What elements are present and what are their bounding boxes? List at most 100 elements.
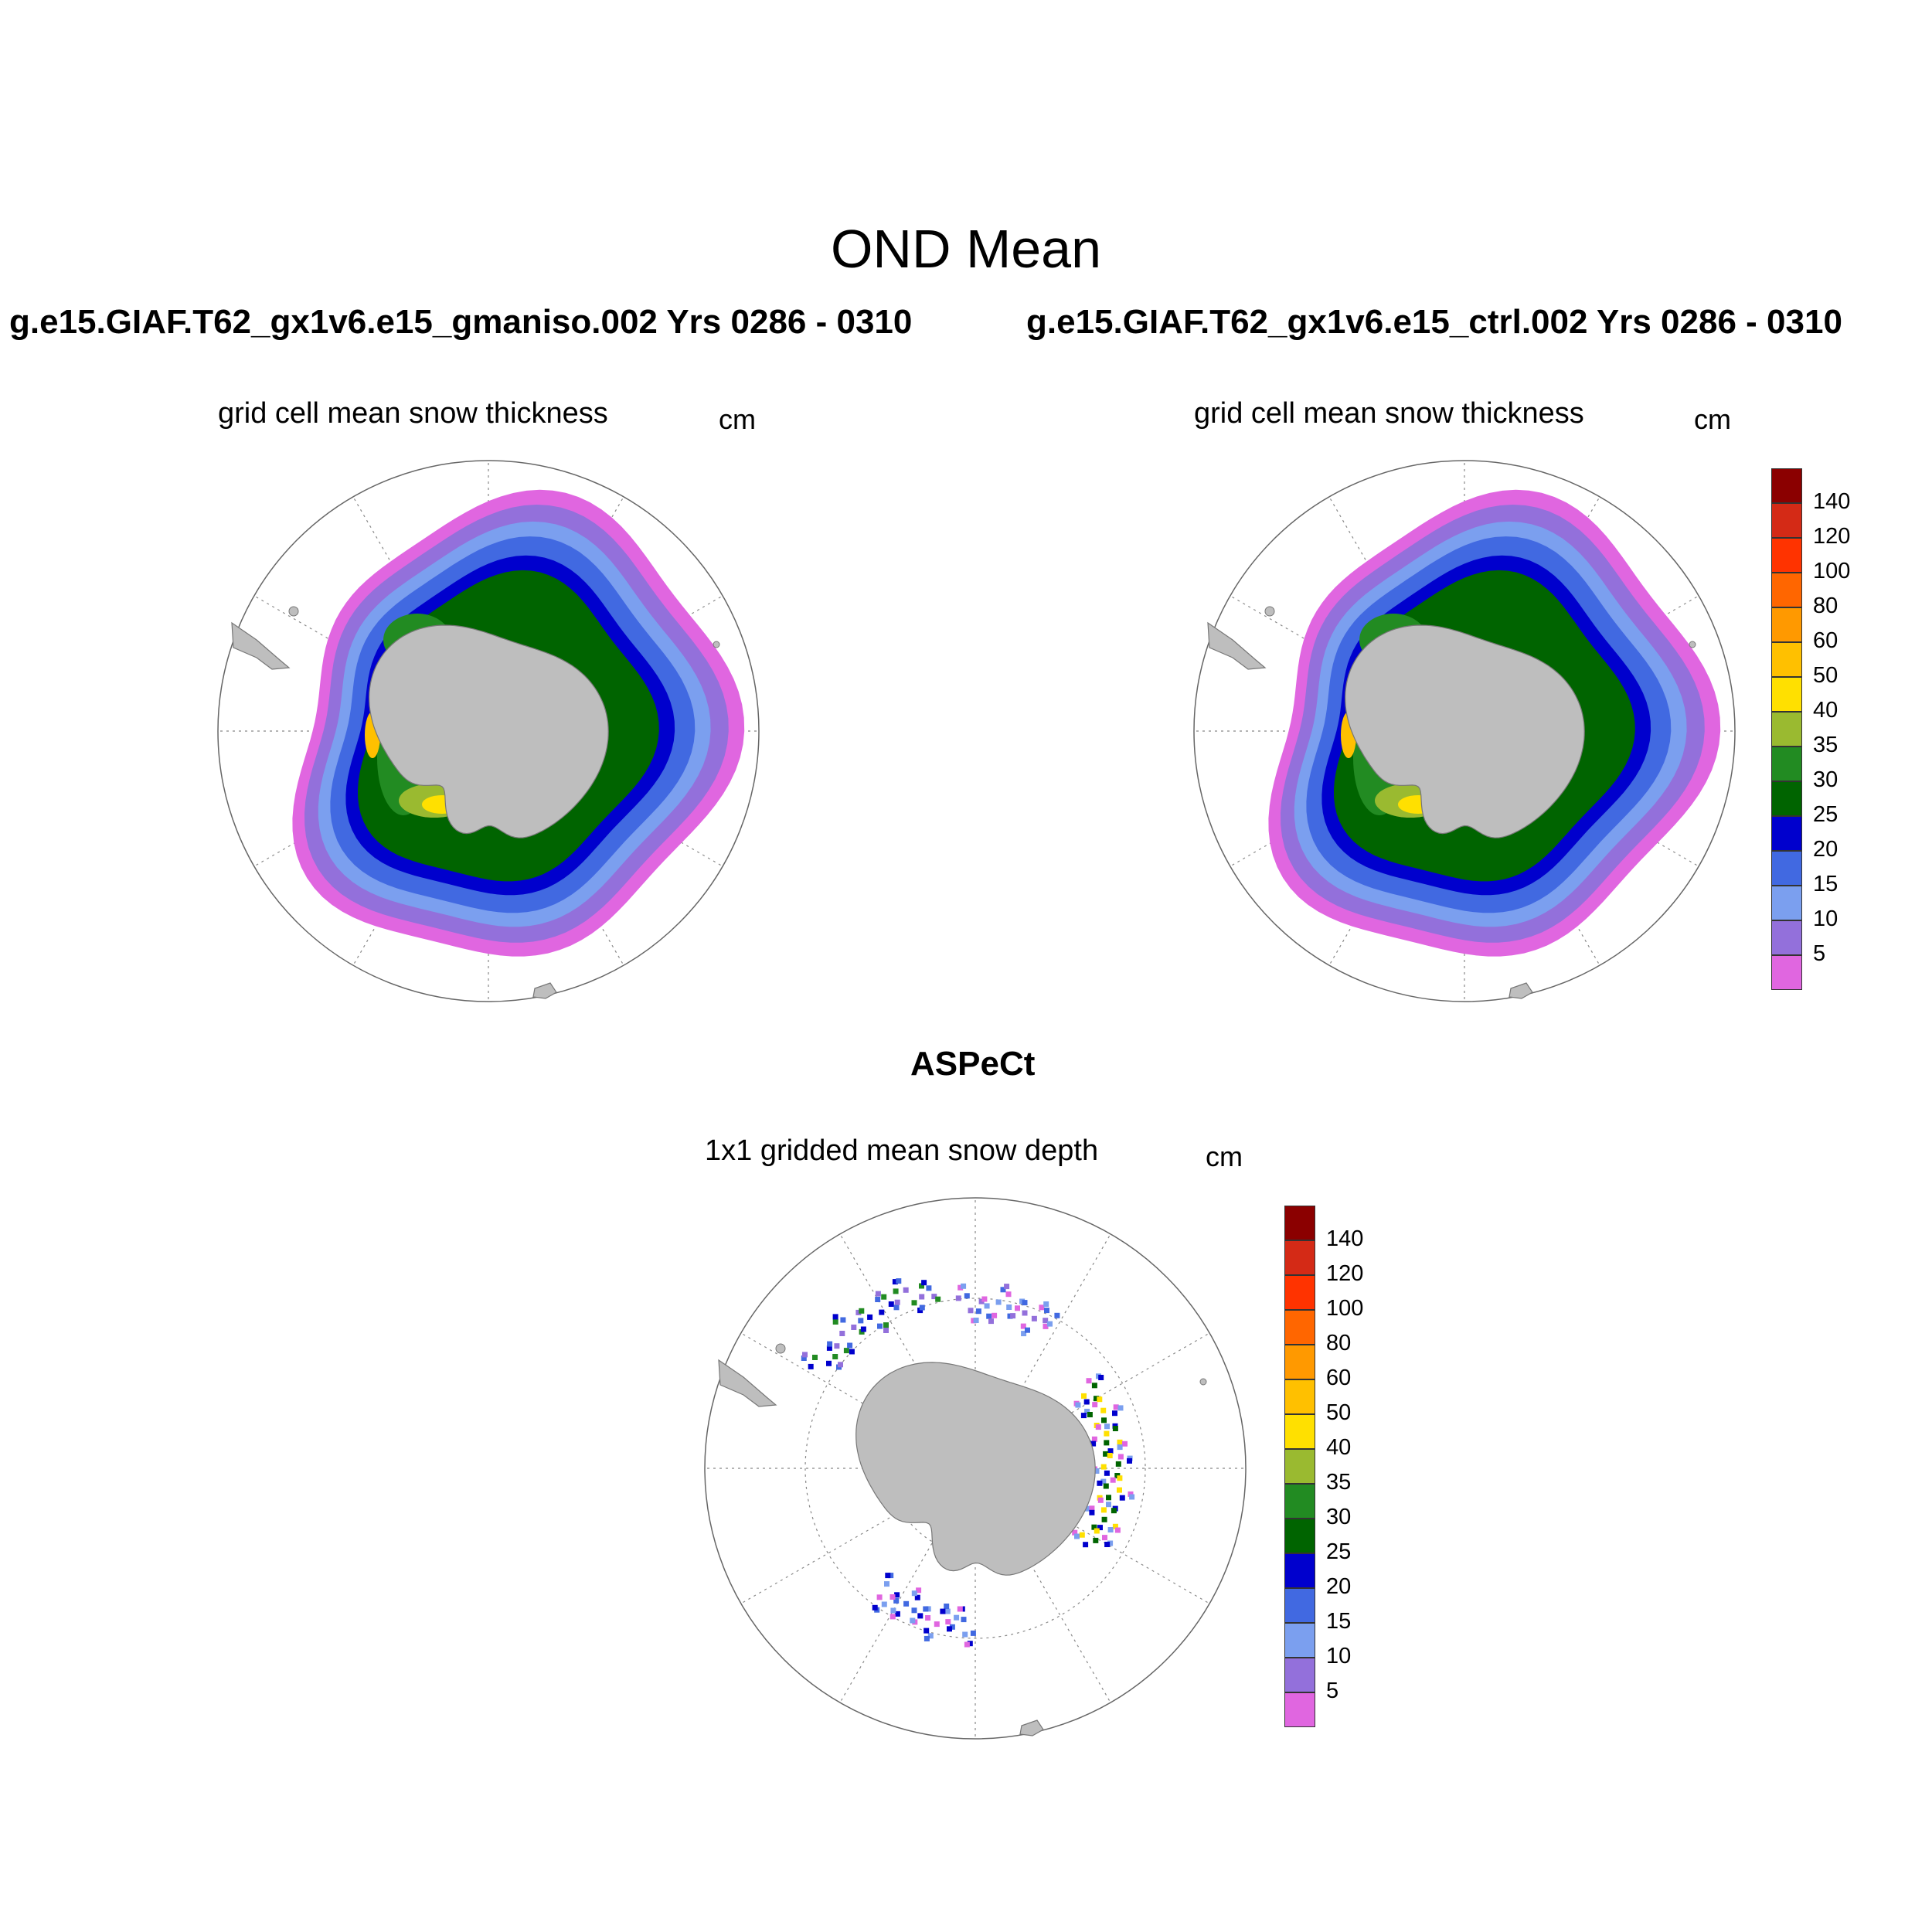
snow-depth-cell bbox=[926, 1285, 932, 1291]
snow-depth-cell bbox=[1043, 1323, 1049, 1329]
colorbar-label: 80 bbox=[1326, 1331, 1352, 1355]
colorbar-swatch bbox=[1284, 1275, 1315, 1310]
snow-depth-cell bbox=[826, 1345, 832, 1351]
snow-depth-cell bbox=[911, 1607, 917, 1614]
snow-depth-cell bbox=[894, 1299, 900, 1305]
snow-depth-cell bbox=[1089, 1509, 1095, 1515]
panel-3-units: cm bbox=[1206, 1141, 1243, 1172]
colorbar-swatch bbox=[1771, 886, 1802, 920]
snow-depth-cell bbox=[981, 1296, 988, 1302]
snow-depth-cell bbox=[1100, 1407, 1107, 1413]
snow-depth-cell bbox=[1083, 1542, 1089, 1548]
snow-depth-cell bbox=[988, 1318, 994, 1325]
snow-depth-cell bbox=[875, 1291, 881, 1297]
snow-depth-cell bbox=[1129, 1494, 1135, 1500]
colorbar-swatch bbox=[1284, 1240, 1315, 1275]
colorbar-label: 25 bbox=[1326, 1539, 1352, 1564]
snow-depth-cell bbox=[1006, 1304, 1012, 1310]
snow-depth-cell bbox=[955, 1295, 961, 1301]
snow-depth-cell bbox=[919, 1283, 924, 1289]
colorbar-swatch bbox=[1771, 781, 1802, 816]
snow-depth-cell bbox=[881, 1294, 887, 1300]
colorbar-swatch bbox=[1284, 1692, 1315, 1727]
snow-depth-cell bbox=[883, 1322, 889, 1328]
snow-depth-cell bbox=[1112, 1523, 1118, 1529]
colorbar-label: 40 bbox=[1813, 698, 1838, 723]
snow-depth-cell bbox=[1097, 1480, 1103, 1486]
colorbar-label: 20 bbox=[1326, 1574, 1352, 1599]
snow-depth-cell bbox=[1104, 1470, 1110, 1476]
snow-depth-cell bbox=[1122, 1440, 1128, 1447]
snow-depth-cell bbox=[935, 1296, 941, 1302]
snow-depth-cell bbox=[1081, 1393, 1087, 1399]
snow-depth-cell bbox=[1084, 1408, 1090, 1414]
snow-depth-cell bbox=[889, 1614, 896, 1620]
island-landmass bbox=[775, 1343, 786, 1354]
snow-depth-cell bbox=[1107, 1448, 1114, 1454]
colorbar-label: 10 bbox=[1813, 906, 1838, 931]
snow-depth-cell bbox=[927, 1633, 934, 1639]
snow-depth-cell bbox=[847, 1342, 853, 1349]
snow-depth-cell bbox=[1110, 1477, 1116, 1483]
snow-depth-cell bbox=[961, 1283, 967, 1289]
snow-depth-cell bbox=[802, 1352, 808, 1358]
snow-depth-cell bbox=[919, 1294, 925, 1300]
snow-depth-cell bbox=[1090, 1440, 1097, 1447]
snow-depth-cell bbox=[947, 1626, 952, 1632]
snow-depth-cell bbox=[859, 1308, 865, 1314]
island-landmass bbox=[1264, 606, 1275, 617]
snow-depth-cell bbox=[849, 1349, 855, 1355]
snow-depth-cell bbox=[892, 1279, 898, 1285]
snow-depth-cell bbox=[812, 1355, 818, 1360]
snow-depth-cell bbox=[917, 1613, 923, 1619]
colorbar-label: 35 bbox=[1326, 1470, 1352, 1495]
snow-depth-cell bbox=[1127, 1458, 1132, 1464]
colorbar-swatch bbox=[1284, 1658, 1315, 1692]
snow-depth-cell bbox=[1117, 1444, 1123, 1451]
snow-depth-cell bbox=[1104, 1430, 1110, 1437]
snow-depth-cell bbox=[1103, 1451, 1109, 1457]
snow-depth-cell bbox=[911, 1590, 917, 1597]
snow-depth-cell bbox=[1112, 1410, 1117, 1417]
colorbar-label: 80 bbox=[1813, 594, 1838, 618]
snow-depth-cell bbox=[1097, 1525, 1103, 1531]
snow-depth-cell bbox=[964, 1293, 970, 1299]
colorbar-label: 15 bbox=[1813, 872, 1838, 896]
snow-depth-cell bbox=[1107, 1540, 1114, 1546]
snow-depth-cell bbox=[890, 1607, 896, 1614]
snow-depth-cell bbox=[840, 1317, 846, 1323]
colorbar-label: 5 bbox=[1326, 1679, 1339, 1703]
snow-depth-cell bbox=[1104, 1440, 1110, 1446]
snow-depth-cell bbox=[855, 1309, 862, 1315]
colorbar-label: 35 bbox=[1813, 733, 1838, 757]
snow-depth-cell bbox=[944, 1608, 951, 1614]
south-america-landmass bbox=[718, 1359, 777, 1407]
snow-depth-cell bbox=[992, 1312, 998, 1318]
panel-1-subtitle: grid cell mean snow thickness bbox=[218, 397, 608, 430]
colorbar-swatch bbox=[1284, 1484, 1315, 1519]
snow-depth-cell bbox=[1104, 1542, 1111, 1547]
snow-depth-cell bbox=[827, 1341, 833, 1347]
snow-depth-cell bbox=[967, 1641, 973, 1647]
snow-depth-cell bbox=[1114, 1527, 1121, 1533]
snow-depth-cell bbox=[1079, 1532, 1085, 1538]
snow-depth-cell bbox=[962, 1631, 968, 1638]
colorbar-label: 20 bbox=[1813, 837, 1838, 862]
snow-depth-cell bbox=[1113, 1404, 1119, 1410]
snow-depth-cell bbox=[1091, 1383, 1097, 1389]
snow-depth-cell bbox=[884, 1581, 889, 1587]
snow-depth-cell bbox=[834, 1343, 840, 1349]
snow-depth-cell bbox=[903, 1600, 910, 1607]
snow-depth-cell bbox=[1047, 1321, 1053, 1327]
colorbar-swatch bbox=[1771, 503, 1802, 538]
snow-depth-cell bbox=[893, 1304, 900, 1311]
snow-depth-cell bbox=[885, 1573, 891, 1579]
island-landmass bbox=[713, 641, 720, 648]
colorbar-label: 140 bbox=[1813, 489, 1851, 514]
snow-depth-cell bbox=[893, 1597, 900, 1604]
snow-depth-cell bbox=[1031, 1315, 1037, 1321]
panel-1-units: cm bbox=[719, 403, 756, 435]
snow-depth-cell bbox=[872, 1604, 878, 1611]
colorbar-label: 60 bbox=[1813, 628, 1838, 653]
colorbar-swatch bbox=[1771, 816, 1802, 851]
